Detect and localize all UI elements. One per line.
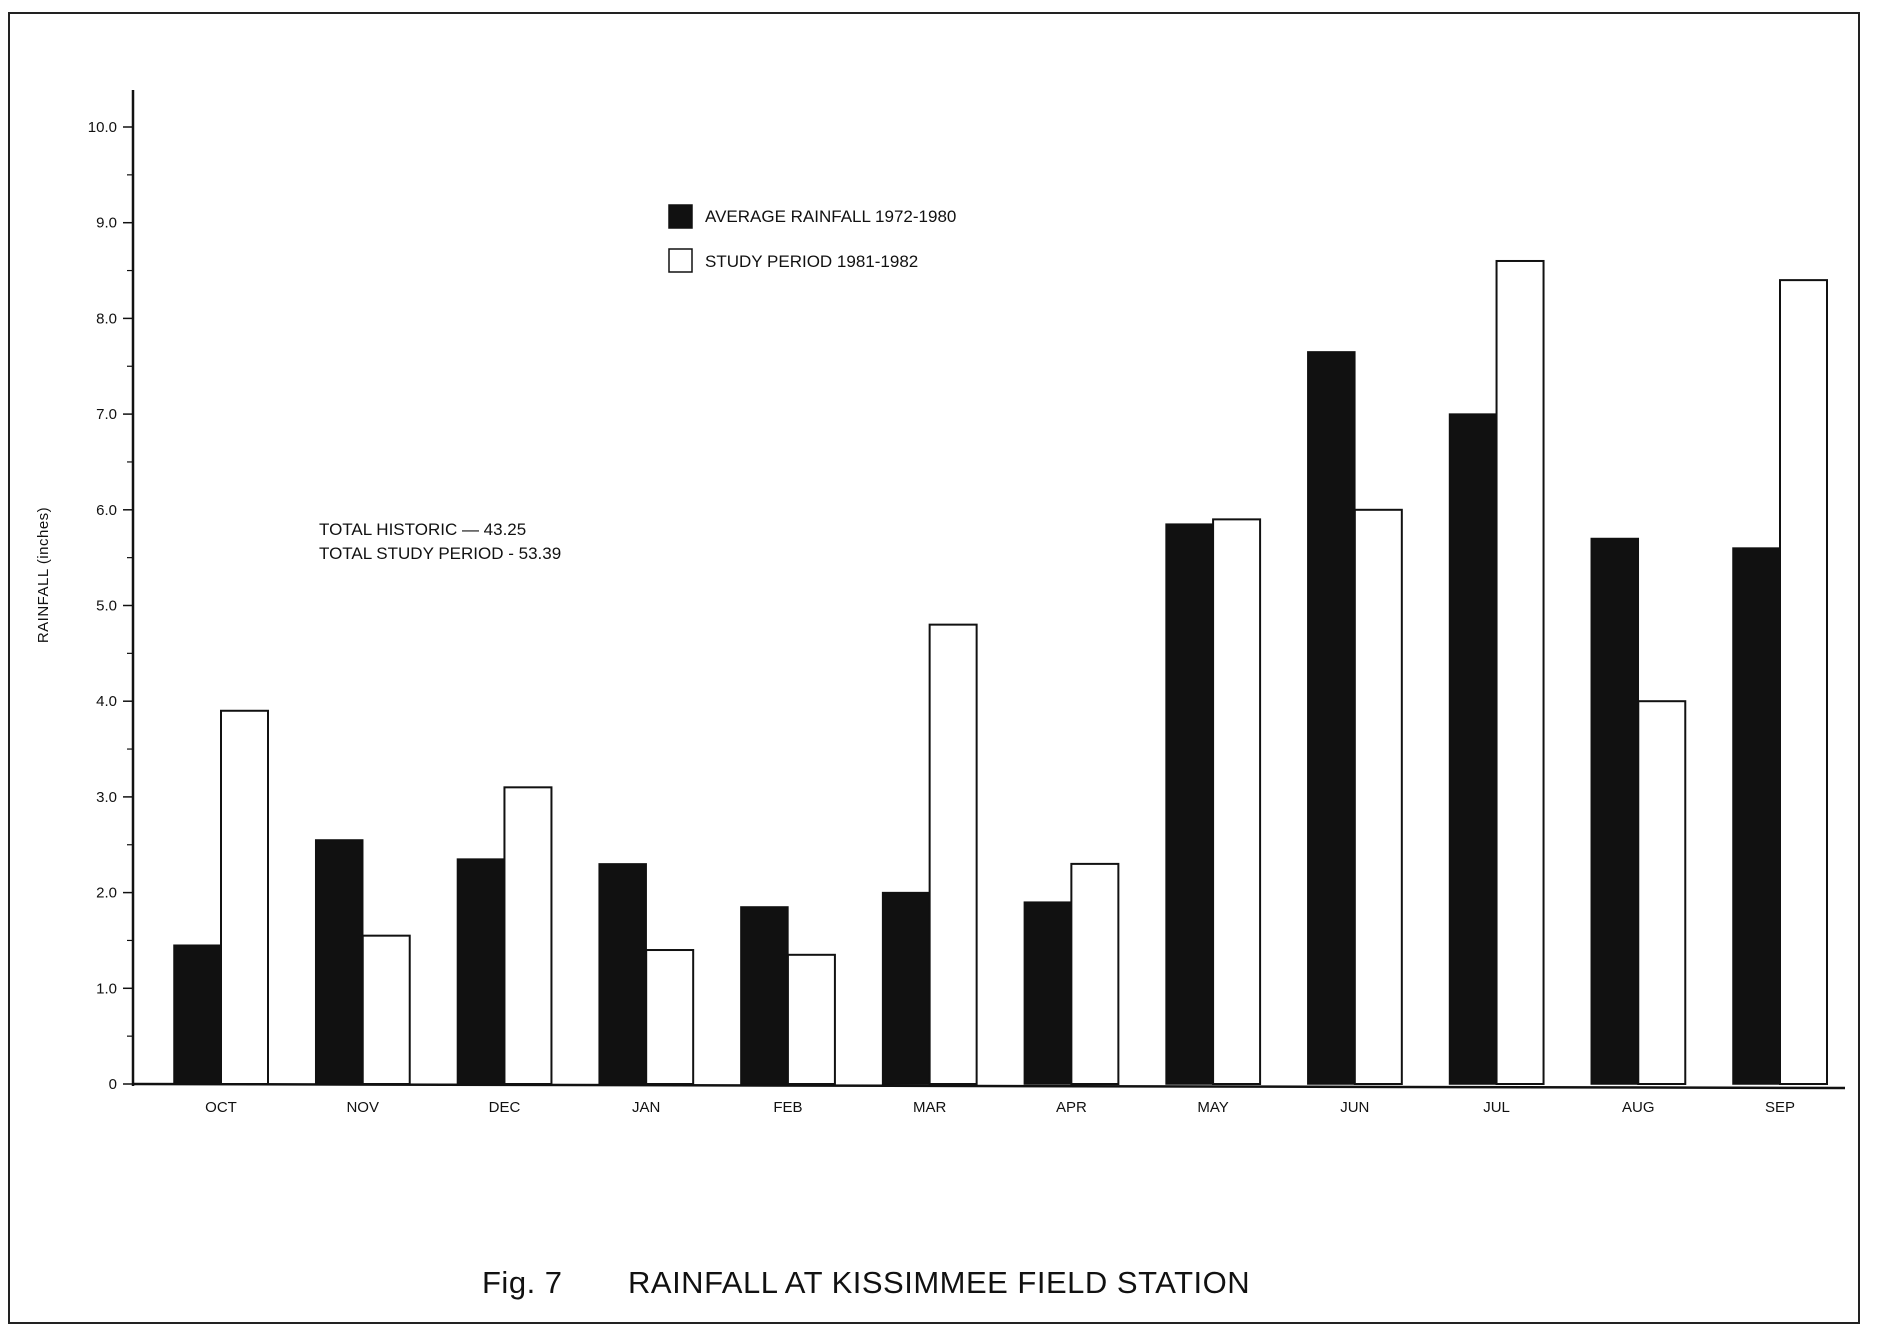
bar-study-apr [1070, 862, 1120, 1086]
bar-average-jan [598, 863, 647, 1085]
x-axis-line [132, 1082, 1846, 1090]
x-tick-label-jun: JUN [1340, 1099, 1369, 1116]
bar-average-apr [1023, 901, 1073, 1085]
bar-average-oct [173, 944, 222, 1085]
x-tick-label-feb: FEB [773, 1099, 802, 1116]
y-axis-title: RAINFALL (inches) [35, 507, 52, 643]
bar-study-dec [503, 786, 553, 1086]
bar-study-jan [645, 949, 695, 1086]
legend-label-study: STUDY PERIOD 1981-1982 [705, 252, 918, 271]
totals-annotation: TOTAL HISTORIC — 43.25 TOTAL STUDY PERIO… [319, 520, 561, 563]
figure-number: Fig. 7 [482, 1265, 563, 1300]
y-tick-label: 6.0 [96, 502, 117, 519]
legend-swatch-study [668, 248, 693, 273]
legend: AVERAGE RAINFALL 1972-1980 STUDY PERIOD … [668, 204, 956, 273]
bar-average-may [1165, 523, 1214, 1085]
y-tick-label: 4.0 [96, 693, 117, 710]
legend-swatch-average [668, 204, 693, 229]
bar-average-nov [314, 839, 364, 1085]
bar-study-jun [1353, 508, 1403, 1085]
chart-title: RAINFALL AT KISSIMMEE FIELD STATION [628, 1265, 1250, 1300]
x-axis-labels: OCT NOV DEC JAN FEB MAR APR MAY JUN JUL AUG SEP [205, 1099, 1795, 1116]
y-tick-label: 8.0 [96, 310, 117, 327]
x-tick-label-may: MAY [1197, 1099, 1228, 1116]
bar-study-may [1212, 518, 1262, 1085]
bar-study-nov [361, 934, 411, 1085]
x-tick-label-sep: SEP [1765, 1099, 1795, 1116]
bar-study-mar [928, 623, 978, 1085]
bar-study-feb [786, 953, 836, 1085]
total-study-period-note: TOTAL STUDY PERIOD - 53.39 [319, 544, 561, 563]
bar-study-jul [1495, 259, 1545, 1086]
bar-study-sep [1779, 279, 1828, 1085]
bar-average-sep [1732, 547, 1781, 1085]
bar-average-jun [1307, 351, 1356, 1085]
y-axis: 0 1.0 2.0 3.0 4.0 5.0 6.0 7.0 8.0 9.0 10.0 [88, 90, 1846, 1093]
bars [173, 259, 1828, 1086]
x-tick-label-dec: DEC [489, 1099, 521, 1116]
x-tick-label-aug: AUG [1622, 1099, 1655, 1116]
y-tick-label: 7.0 [96, 406, 117, 423]
y-tick-label: 1.0 [96, 980, 117, 997]
bar-average-dec [456, 858, 506, 1085]
x-tick-label-apr: APR [1056, 1099, 1087, 1116]
y-tick-label: 2.0 [96, 885, 117, 902]
legend-label-average: AVERAGE RAINFALL 1972-1980 [705, 207, 956, 226]
figure-caption: Fig. 7 RAINFALL AT KISSIMMEE FIELD STATI… [482, 1265, 1250, 1300]
x-tick-label-jan: JAN [632, 1099, 660, 1116]
y-tick-label: 5.0 [96, 598, 117, 615]
bar-average-feb [740, 906, 789, 1085]
x-tick-label-oct: OCT [205, 1099, 237, 1116]
figure-frame [8, 12, 1860, 1324]
y-tick-label: 3.0 [96, 789, 117, 806]
total-historic-note: TOTAL HISTORIC — 43.25 [319, 520, 526, 539]
bar-average-aug [1590, 537, 1640, 1085]
x-tick-label-mar: MAR [913, 1099, 947, 1116]
y-tick-label: 9.0 [96, 215, 117, 232]
bar-study-aug [1637, 700, 1687, 1085]
y-tick-label: 10.0 [88, 119, 117, 136]
bar-study-oct [220, 709, 269, 1086]
y-tick-label: 0 [109, 1076, 117, 1093]
x-tick-label-jul: JUL [1483, 1099, 1510, 1116]
x-tick-label-nov: NOV [346, 1099, 379, 1116]
bar-average-mar [881, 891, 931, 1085]
bar-average-jul [1448, 413, 1498, 1085]
